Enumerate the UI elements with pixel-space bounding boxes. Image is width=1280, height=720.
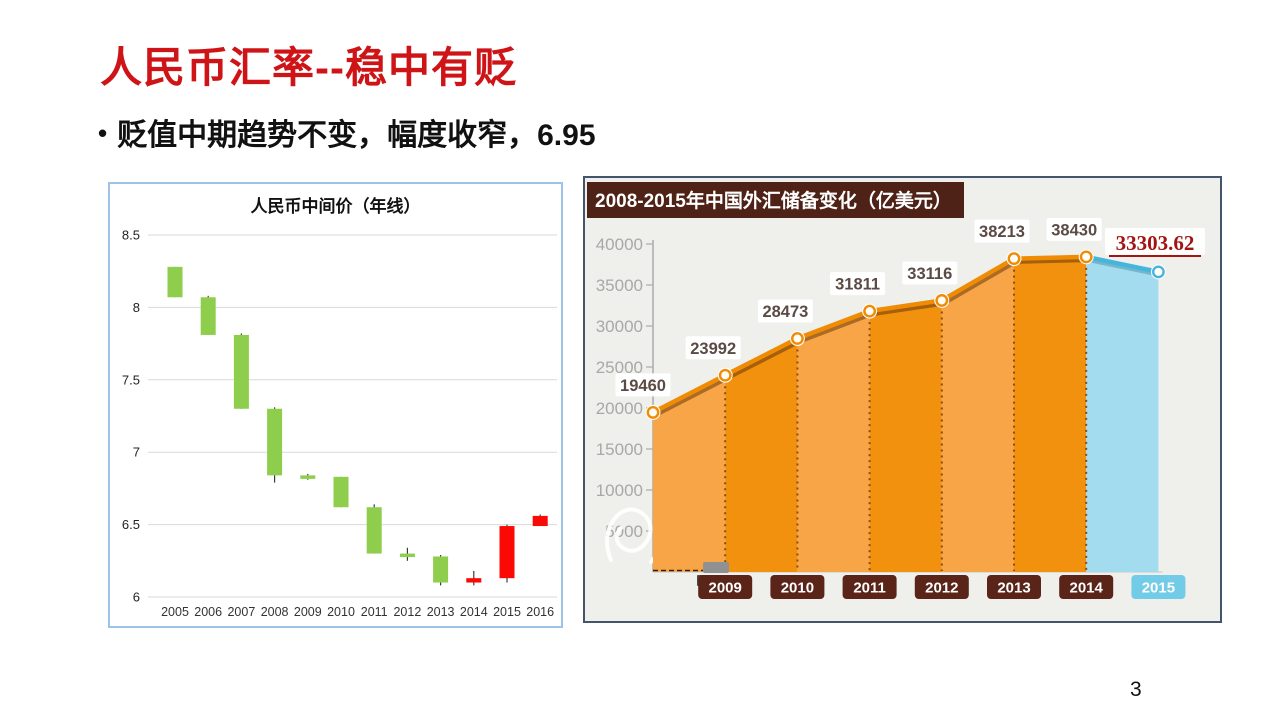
x-year-label: 2008 bbox=[261, 605, 289, 619]
year-chip-label-2015: 2015 bbox=[1142, 580, 1175, 597]
area-segment-2009 bbox=[653, 375, 726, 572]
candlestick-chart: 8.5 8 7.5 7 6.5 6 2005 2006 2007 2008 2009 2010 2011… bbox=[122, 228, 557, 619]
x-year-label: 2005 bbox=[161, 605, 189, 619]
x-year-label: 2015 bbox=[493, 605, 521, 619]
marker-2012 bbox=[935, 294, 949, 307]
y-tick-label: 6 bbox=[133, 590, 140, 605]
year-chip-2015 bbox=[1131, 575, 1186, 599]
blue-line bbox=[1085, 254, 1159, 275]
y-tick-label: 6.5 bbox=[122, 517, 140, 532]
page-title: 人民币汇率--稳中有贬 bbox=[100, 44, 517, 91]
marker-2015 bbox=[1152, 265, 1165, 279]
y-tick-label: 7 bbox=[133, 445, 140, 460]
area-segment-2013 bbox=[941, 258, 1014, 572]
value-label-2013: 38213 bbox=[979, 223, 1025, 241]
value-chip bbox=[902, 261, 958, 285]
bullet-icon: • bbox=[98, 118, 108, 148]
candle-2007 bbox=[233, 334, 249, 409]
area-segment-2014 bbox=[1014, 256, 1087, 572]
candle-2011 bbox=[366, 507, 382, 554]
value-chip bbox=[615, 373, 671, 397]
x-year-label: 2009 bbox=[294, 605, 322, 619]
highlight-value-chip bbox=[1105, 228, 1205, 255]
marker-2014 bbox=[1079, 250, 1093, 264]
y-tick-label: 15000 bbox=[596, 440, 643, 459]
value-chip bbox=[685, 336, 741, 360]
x-year-label: 2013 bbox=[427, 605, 455, 619]
bullet-line: • 贬值中期趋势不变，幅度收窄，6.95 bbox=[98, 110, 596, 154]
x-year-label: 2011 bbox=[361, 605, 388, 619]
year-chip-2009 bbox=[698, 575, 753, 599]
year-chip-label-2009: 2009 bbox=[709, 580, 742, 597]
candle-2008 bbox=[267, 408, 283, 476]
marker-2009 bbox=[718, 368, 732, 382]
area-chart-panel: 2008-2015年中国外汇储备变化（亿美元） 40000 35000 30000 2… bbox=[583, 176, 1222, 623]
candle-2015 bbox=[499, 526, 515, 579]
y-tick-label: 10000 bbox=[596, 481, 643, 500]
marker-2010 bbox=[790, 332, 804, 345]
year-chip-2010 bbox=[770, 575, 825, 599]
area-segment-2012 bbox=[869, 300, 942, 572]
value-label-2011: 31811 bbox=[835, 276, 880, 294]
value-label-2009: 23992 bbox=[690, 340, 736, 358]
year-chip-label-2013: 2013 bbox=[997, 580, 1030, 597]
y-tick-label: 7.5 bbox=[122, 372, 140, 387]
y-tick-label: 40000 bbox=[596, 235, 643, 254]
candle-2006 bbox=[200, 297, 216, 335]
candlestick-chart-title: 人民币中间价（年线） bbox=[250, 197, 421, 216]
year-chip-label-2014: 2014 bbox=[1070, 580, 1104, 597]
value-chip bbox=[1046, 217, 1102, 241]
x-year-label: 2016 bbox=[526, 605, 554, 619]
x-year-label: 2006 bbox=[194, 605, 222, 619]
value-label-2010: 28473 bbox=[762, 303, 808, 321]
candle-2012 bbox=[399, 553, 415, 558]
candle-2009 bbox=[300, 475, 316, 479]
bullet-text: 贬值中期趋势不变，幅度收窄，6.95 bbox=[117, 119, 596, 152]
highlight-value-label: 33303.62 bbox=[1116, 231, 1195, 255]
page-number: 3 bbox=[1130, 678, 1142, 701]
value-label-2008: 19460 bbox=[620, 377, 666, 395]
y-tick-label: 30000 bbox=[596, 317, 643, 336]
value-label-2014: 38430 bbox=[1051, 221, 1097, 239]
year-chip-2012 bbox=[914, 575, 969, 599]
y-tick-label: 8 bbox=[133, 300, 140, 315]
year-chip-2014 bbox=[1059, 575, 1114, 599]
year-chip-2013 bbox=[987, 575, 1041, 599]
candle-2014 bbox=[466, 578, 482, 583]
watermark-pedestal bbox=[703, 562, 729, 573]
candle-2005 bbox=[167, 266, 183, 298]
y-tick-label: 20000 bbox=[596, 399, 643, 418]
candle-2010 bbox=[333, 476, 349, 508]
candle-2013 bbox=[433, 556, 449, 583]
marker-2008 bbox=[646, 406, 660, 419]
area-chart: 40000 35000 30000 25000 20000 15000 10000 5000 1… bbox=[596, 217, 1205, 599]
x-year-label: 2010 bbox=[327, 605, 355, 619]
year-chip-label-2012: 2012 bbox=[925, 580, 958, 597]
year-chip-label-2010: 2010 bbox=[781, 580, 814, 597]
y-tick-label: 35000 bbox=[596, 276, 643, 295]
year-chip-label-2011: 2011 bbox=[853, 580, 886, 597]
y-tick-label: 5000 bbox=[605, 522, 643, 541]
marker-2011 bbox=[863, 304, 876, 318]
value-chip bbox=[757, 299, 813, 323]
y-tick-label: 8.5 bbox=[122, 228, 140, 243]
area-segment-2010 bbox=[725, 338, 798, 572]
candlestick-chart-panel: 人民币中间价（年线） 8.5 8 7.5 7 6.5 6 2005 2006 2007 2008 2… bbox=[108, 182, 563, 628]
area-segment-2015 bbox=[1086, 256, 1159, 572]
x-year-label: 2012 bbox=[393, 605, 421, 619]
value-chip bbox=[974, 219, 1030, 243]
y-tick-label: 25000 bbox=[596, 358, 643, 377]
area-segment-2011 bbox=[797, 311, 870, 572]
candle-2016 bbox=[532, 515, 548, 527]
x-year-label: 2007 bbox=[227, 605, 255, 619]
marker-2013 bbox=[1007, 252, 1021, 266]
year-chip-2011 bbox=[842, 575, 897, 599]
value-label-2012: 33116 bbox=[907, 265, 952, 283]
area-chart-title: 2008-2015年中国外汇储备变化（亿美元） bbox=[587, 182, 964, 218]
x-year-label: 2014 bbox=[460, 605, 488, 619]
value-chip bbox=[830, 272, 886, 296]
blue-line-shadow bbox=[1087, 257, 1161, 277]
